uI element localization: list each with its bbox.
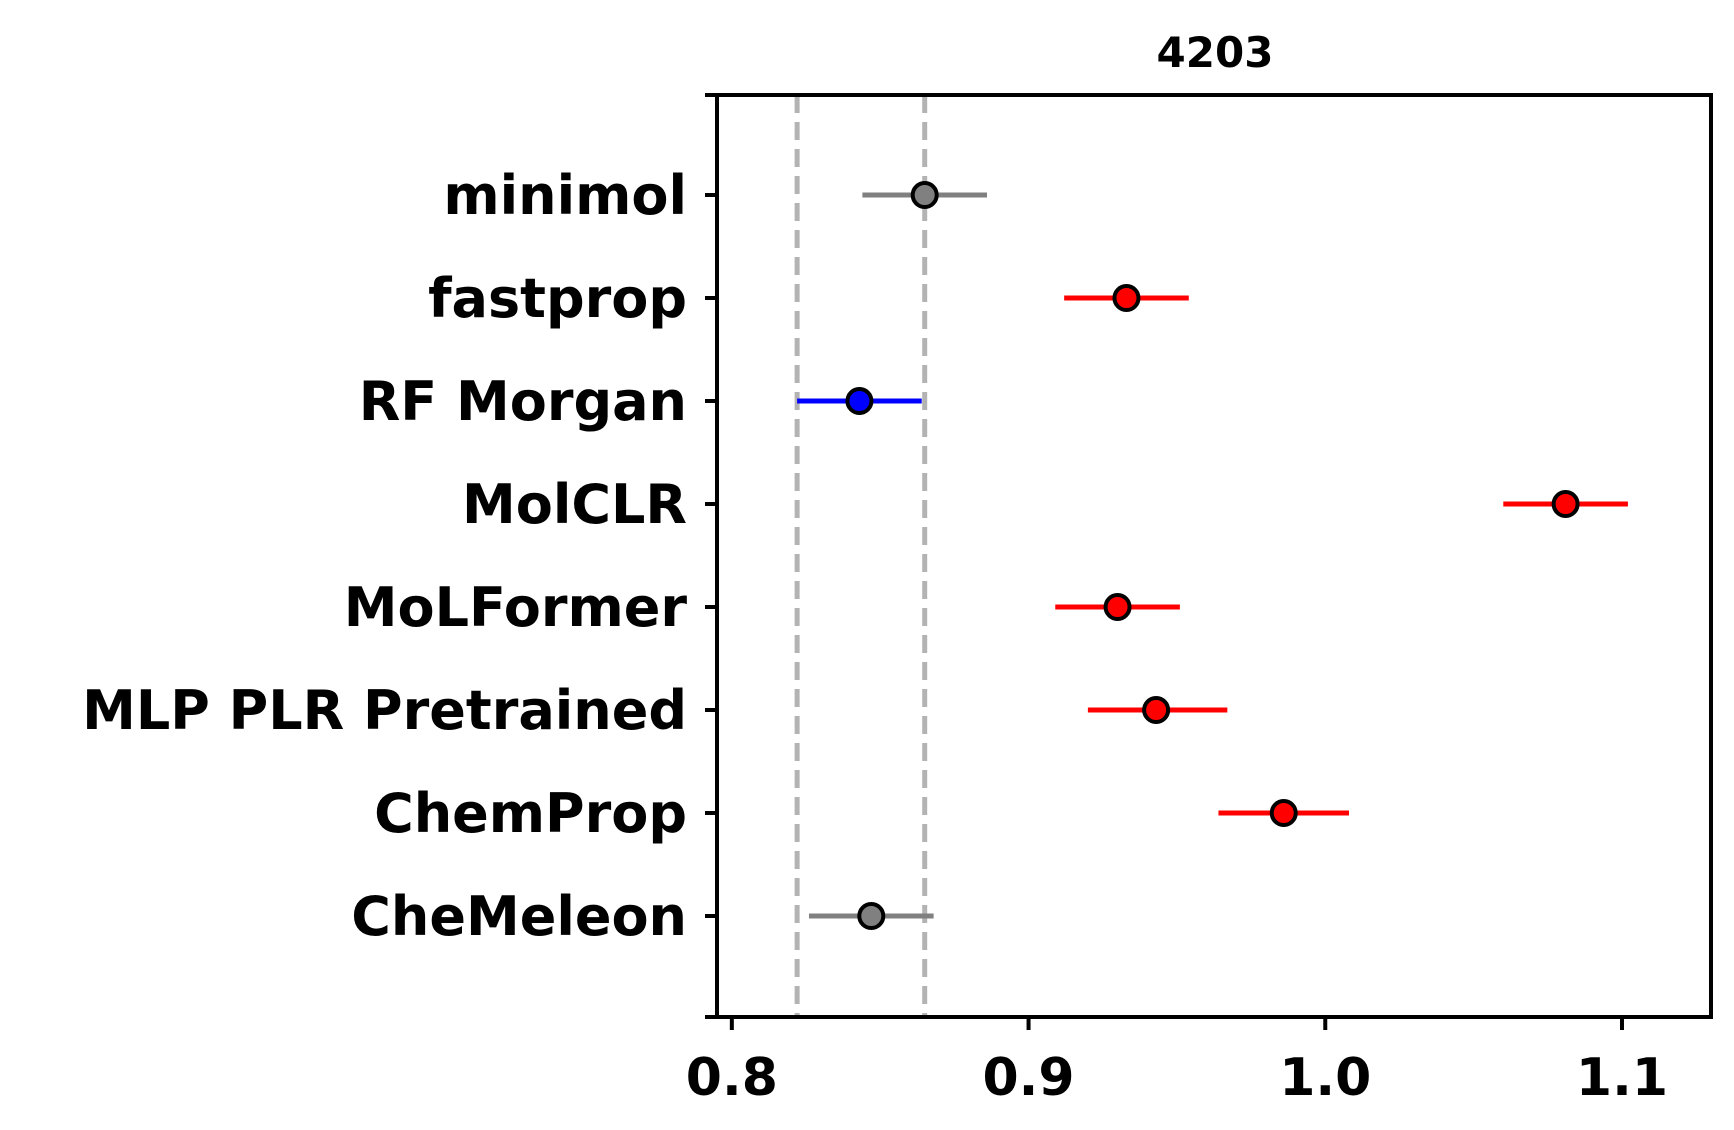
y-tick-label: CheMeleon [351,885,687,948]
data-point [1112,284,1141,312]
reference-lines [794,95,928,1017]
x-tick-label: 0.9 [982,1048,1074,1108]
data-point [1269,799,1298,827]
y-tick-label: RF Morgan [359,370,687,433]
y-tick-label: fastprop [428,267,687,330]
chart-title: 4203 [1157,28,1274,77]
data-point [910,181,939,209]
y-tick-label: minimol [443,164,687,227]
plot-frame [715,93,1713,1019]
data-point [1103,593,1132,621]
data-point [1551,490,1580,518]
y-tick-label: ChemProp [374,782,687,845]
y-axis: minimol fastprop RF Morgan MolCLR MoLFormer M… [82,93,717,1019]
x-tick-label: 1.0 [1279,1048,1371,1108]
data-point [857,902,886,930]
y-tick-label: MLP PLR Pretrained [82,679,687,742]
data-point [1142,696,1171,724]
y-tick-label: MolCLR [462,473,687,536]
x-tick-label: 1.1 [1576,1048,1668,1108]
data-point [845,387,874,415]
y-tick-label: MoLFormer [344,576,688,639]
x-tick-label: 0.8 [686,1048,778,1108]
x-axis: 0.8 0.9 1.0 1.1 [686,1017,1668,1108]
data-marks [797,181,1628,930]
